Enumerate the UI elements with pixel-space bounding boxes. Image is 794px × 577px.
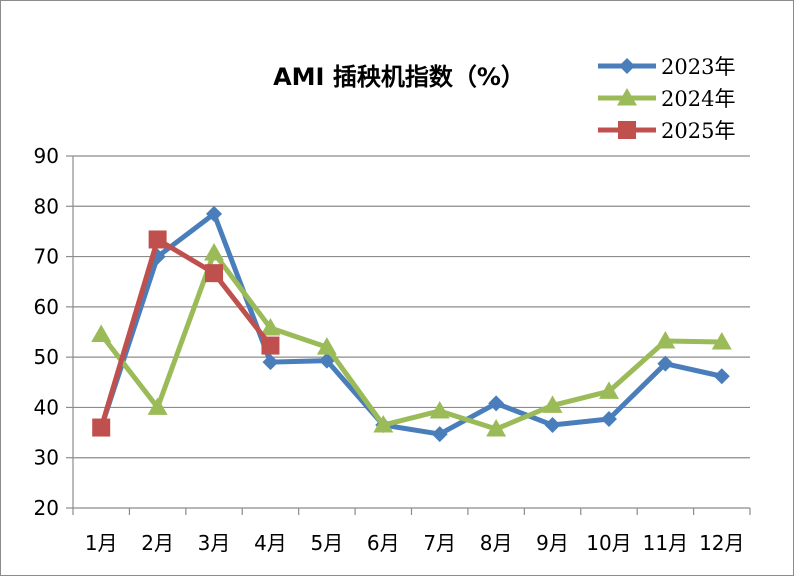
series-3 — [92, 230, 280, 437]
data-point — [657, 355, 674, 372]
x-tick-label: 9月 — [536, 531, 569, 555]
data-point — [542, 395, 563, 413]
data-point — [488, 395, 505, 412]
data-point — [655, 331, 676, 349]
data-point — [204, 243, 225, 261]
data-point — [598, 381, 619, 399]
y-tick-label: 40 — [34, 395, 59, 419]
data-point — [261, 336, 280, 355]
x-tick-label: 7月 — [423, 531, 456, 555]
legend: 2023年 2024年 2025年 — [598, 55, 735, 143]
y-tick-label: 80 — [34, 194, 59, 218]
series-2 — [91, 243, 732, 437]
data-point — [373, 415, 394, 433]
legend-label: 2023年 — [661, 55, 735, 79]
x-tick-label: 3月 — [198, 531, 231, 555]
data-point — [429, 400, 450, 419]
data-point — [544, 417, 561, 434]
legend-entry: 2023年 — [598, 55, 735, 79]
series-line — [98, 236, 273, 431]
data-point — [316, 337, 337, 355]
y-tick-label: 70 — [34, 245, 59, 269]
series-line — [98, 211, 725, 437]
axes: 20 30 40 50 60 70 80 90 1月 2月 3月 4月 5月 6月 7月 8月 9月 10月 11月… — [34, 144, 751, 555]
x-tick-label: 4月 — [254, 531, 287, 555]
legend-label: 2024年 — [661, 87, 735, 111]
legend-entry: 2024年 — [598, 87, 735, 111]
chart-title: AMI 插秧机指数（%） — [273, 63, 525, 91]
x-tick-label: 5月 — [311, 531, 344, 555]
x-tick-label: 8月 — [480, 531, 513, 555]
data-point — [147, 397, 168, 415]
data-point — [431, 426, 448, 443]
legend-marker — [619, 58, 635, 74]
legend-marker — [618, 121, 636, 139]
data-point — [711, 332, 732, 350]
y-tick-label: 60 — [34, 295, 59, 319]
y-tick-label: 20 — [34, 496, 59, 520]
data-point — [713, 368, 730, 385]
data-point — [205, 264, 224, 283]
x-tick-label: 6月 — [367, 531, 400, 555]
data-point — [600, 410, 617, 427]
x-tick-label: 2月 — [141, 531, 174, 555]
data-point — [91, 324, 112, 343]
legend-entry: 2025年 — [598, 119, 735, 143]
y-tick-label: 50 — [34, 345, 59, 369]
series-lines — [91, 205, 732, 443]
y-tick-label: 90 — [34, 144, 59, 168]
gridlines — [73, 155, 750, 459]
x-tick-label: 11月 — [643, 531, 688, 555]
data-point — [260, 317, 281, 336]
series-line — [98, 250, 725, 432]
x-tick-label: 12月 — [699, 531, 744, 555]
data-point — [148, 230, 167, 249]
data-point — [262, 354, 279, 371]
data-point — [92, 418, 111, 437]
x-tick-label: 10月 — [586, 531, 631, 555]
legend-label: 2025年 — [661, 119, 735, 143]
data-point — [206, 205, 223, 222]
legend-marker — [617, 88, 637, 106]
data-point — [486, 419, 507, 437]
y-tick-label: 30 — [34, 446, 59, 470]
x-tick-label: 1月 — [85, 531, 118, 555]
